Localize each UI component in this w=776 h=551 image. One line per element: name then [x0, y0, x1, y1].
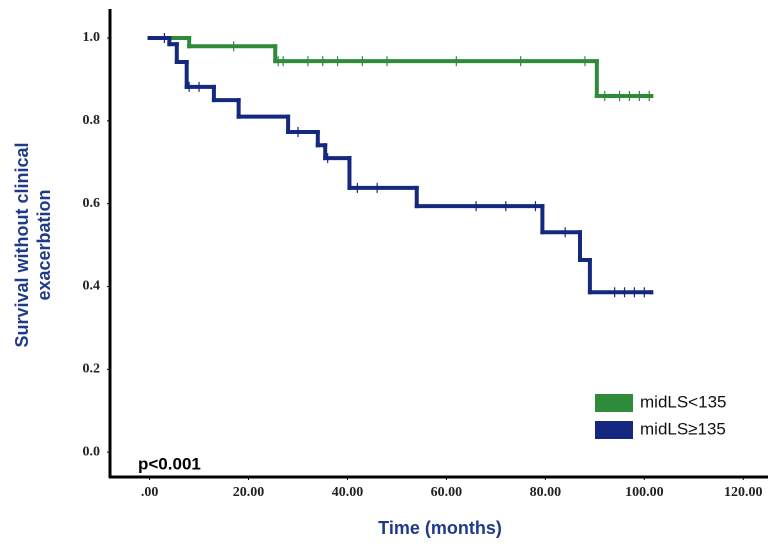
y-tick-label: 0.0 [83, 444, 101, 459]
y-tick-label: 0.6 [83, 196, 101, 211]
y-tick-label: 1.0 [83, 30, 101, 45]
x-axis-label: Time (months) [378, 518, 502, 538]
x-tick-label: 20.00 [233, 485, 265, 500]
p-value: p<0.001 [138, 454, 201, 473]
x-tick-label: 40.00 [332, 485, 364, 500]
x-tick-label: .00 [141, 485, 159, 500]
y-tick-label: 0.2 [83, 362, 101, 377]
x-tick-label: 80.00 [530, 485, 562, 500]
y-tick-label: 0.8 [83, 113, 101, 128]
legend-swatch [595, 421, 633, 439]
legend-label: midLS≥135 [640, 419, 726, 438]
x-tick-label: 100.00 [625, 485, 664, 500]
legend-label: midLS<135 [640, 392, 726, 411]
x-tick-label: 120.00 [724, 485, 763, 500]
y-axis-label-line: Survival without clinical [12, 142, 32, 347]
y-tick-label: 0.4 [83, 279, 101, 294]
legend-swatch [595, 394, 633, 412]
y-axis-label-line: exacerbation [34, 189, 54, 300]
x-tick-label: 60.00 [431, 485, 463, 500]
y-axis-label: Survival without clinical exacerbation [12, 142, 54, 347]
